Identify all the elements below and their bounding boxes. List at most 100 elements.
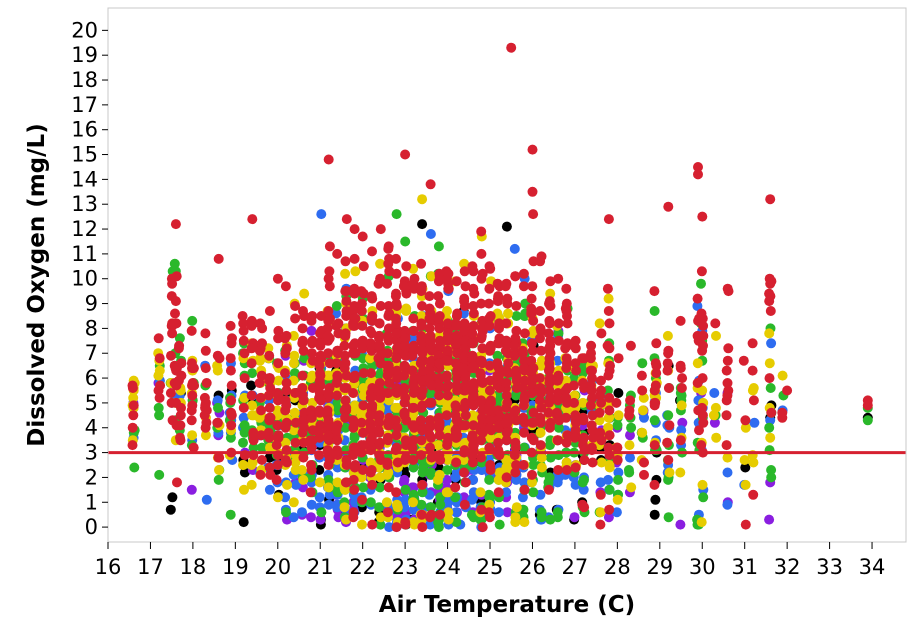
data-point xyxy=(722,283,733,294)
data-point xyxy=(289,407,300,418)
y-tick-label: 12 xyxy=(71,217,98,241)
data-point xyxy=(226,420,237,431)
data-point xyxy=(416,258,427,269)
data-point xyxy=(382,360,393,371)
data-point xyxy=(255,353,266,364)
data-point xyxy=(749,417,760,428)
data-point xyxy=(501,427,512,438)
data-point xyxy=(176,370,187,381)
data-point xyxy=(739,455,750,465)
data-point xyxy=(392,343,402,354)
data-point xyxy=(711,330,721,341)
data-point xyxy=(408,313,419,324)
data-point xyxy=(340,395,351,406)
data-point xyxy=(238,460,249,470)
data-point xyxy=(587,373,597,384)
data-point xyxy=(154,365,165,376)
data-point xyxy=(766,472,777,483)
x-tick-label: 24 xyxy=(434,555,461,579)
data-point xyxy=(435,340,445,351)
data-point xyxy=(201,405,212,416)
data-point xyxy=(476,514,487,525)
data-point xyxy=(323,306,334,316)
data-point xyxy=(663,201,674,212)
y-tick-label: 18 xyxy=(71,68,98,92)
data-point xyxy=(324,266,335,277)
data-point xyxy=(544,358,555,369)
data-point xyxy=(484,283,495,294)
data-point xyxy=(442,465,453,475)
data-point xyxy=(692,301,703,311)
data-point xyxy=(594,407,605,418)
data-point xyxy=(426,452,437,463)
data-point xyxy=(545,452,556,463)
data-point xyxy=(740,415,751,426)
data-point xyxy=(459,499,470,510)
data-point xyxy=(173,343,184,354)
data-point xyxy=(314,378,325,388)
data-point xyxy=(740,519,751,530)
x-tick-label: 17 xyxy=(137,555,164,579)
data-point xyxy=(306,512,316,523)
data-point xyxy=(348,415,359,426)
data-point xyxy=(281,378,292,388)
data-point xyxy=(677,417,688,428)
data-point xyxy=(416,509,427,520)
data-point xyxy=(519,517,530,528)
data-point xyxy=(264,350,275,361)
data-point xyxy=(467,392,478,403)
y-tick-label: 10 xyxy=(71,267,98,291)
data-point xyxy=(332,248,343,259)
data-point xyxy=(367,360,378,371)
data-point xyxy=(382,457,393,468)
data-point xyxy=(475,368,486,379)
data-point xyxy=(426,467,436,478)
y-tick-label: 7 xyxy=(85,341,98,365)
y-tick-label: 17 xyxy=(71,93,98,117)
data-point xyxy=(528,417,539,428)
data-point xyxy=(519,484,530,495)
data-point xyxy=(281,330,292,341)
data-point xyxy=(280,492,291,503)
data-point xyxy=(675,467,686,478)
data-point xyxy=(348,474,359,485)
data-point xyxy=(460,410,471,421)
data-point xyxy=(612,455,623,465)
data-point xyxy=(722,390,733,401)
data-point xyxy=(527,388,537,398)
data-point xyxy=(605,360,615,371)
data-point xyxy=(571,365,582,376)
data-point xyxy=(528,363,539,374)
data-point xyxy=(625,452,635,463)
data-point xyxy=(255,392,266,403)
data-point xyxy=(594,415,605,426)
data-point xyxy=(358,288,369,299)
data-point xyxy=(722,355,733,366)
x-tick-label: 21 xyxy=(307,555,334,579)
data-point xyxy=(625,430,635,441)
data-point xyxy=(649,286,660,297)
data-point xyxy=(587,392,598,403)
data-point xyxy=(518,460,529,470)
x-tick-label: 20 xyxy=(264,555,291,579)
data-point xyxy=(468,301,479,311)
data-point xyxy=(649,306,660,316)
data-point xyxy=(273,375,284,386)
data-point xyxy=(200,328,211,339)
data-point xyxy=(187,363,197,374)
data-point xyxy=(528,315,539,326)
data-point xyxy=(613,353,624,364)
data-point xyxy=(176,358,187,369)
data-point xyxy=(433,241,444,252)
data-point xyxy=(511,460,522,470)
data-point xyxy=(697,385,708,396)
data-point xyxy=(434,390,445,401)
x-tick-label: 30 xyxy=(689,555,716,579)
data-point xyxy=(766,465,777,475)
data-point xyxy=(560,303,571,314)
data-point xyxy=(340,422,351,433)
x-tick-label: 22 xyxy=(349,555,376,579)
data-point xyxy=(544,397,554,408)
data-point xyxy=(316,507,327,518)
